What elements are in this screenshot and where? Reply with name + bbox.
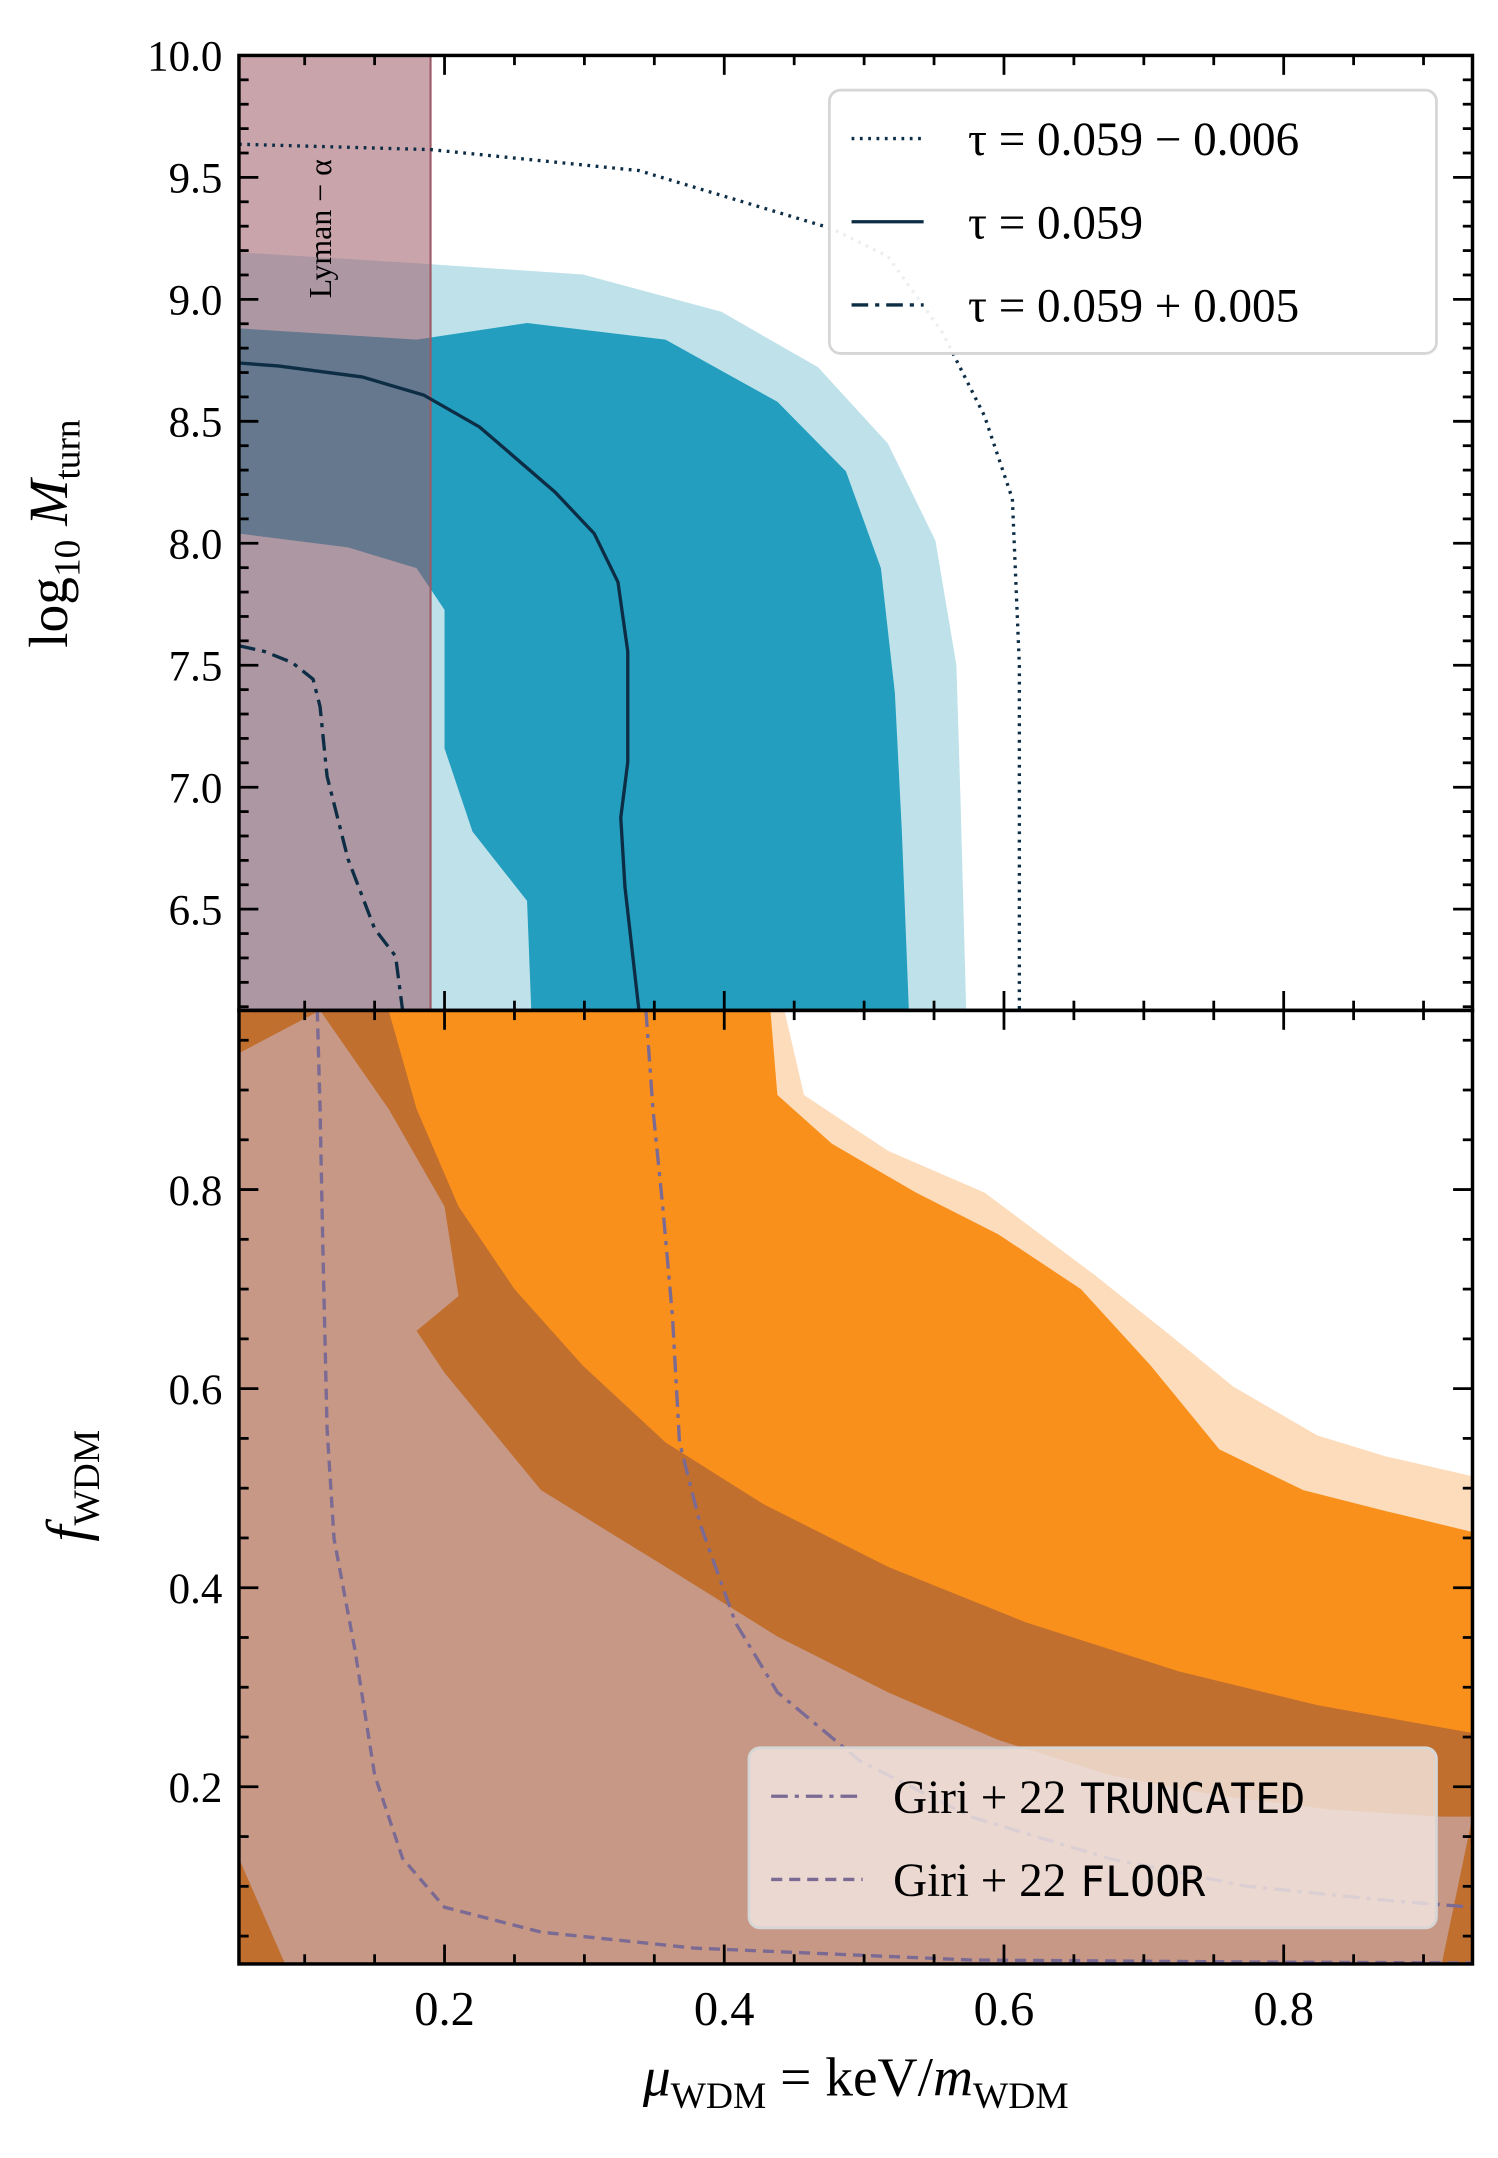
label-part: WDM xyxy=(973,2076,1069,2117)
contour-line xyxy=(238,361,641,1011)
y-tick-label: 6.5 xyxy=(169,887,223,934)
y-axis-label: fWDM xyxy=(34,1430,107,1542)
bottom-panel xyxy=(238,1010,1473,1964)
contour-region xyxy=(238,1010,1473,1964)
contour-line xyxy=(315,1010,1473,1964)
label-part: M xyxy=(18,477,79,527)
label-part: log xyxy=(18,577,79,648)
legend-label: Giri + 22 TRUNCATED xyxy=(893,1772,1305,1824)
y-tick-label: 0.6 xyxy=(169,1367,223,1414)
y-tick-label: 8.0 xyxy=(169,522,223,569)
band-label: Lyman − α xyxy=(303,159,338,298)
label-part: turn xyxy=(48,419,89,480)
y-axis-label: log10 Mturn xyxy=(18,419,88,648)
y-tick-label: 9.0 xyxy=(169,278,223,325)
legend: τ = 0.059 − 0.006 τ = 0.059 τ = 0.059 + 0.… xyxy=(828,88,1438,355)
label-part: μ xyxy=(642,2047,671,2108)
y-tick-label: 10.0 xyxy=(147,34,222,81)
contour-line xyxy=(644,1010,1473,1909)
legend-label: τ = 0.059 xyxy=(968,197,1143,249)
legend-name: τ = 0.059 − 0.006 xyxy=(968,114,1299,166)
legend-label: Giri + 22 FLOOR xyxy=(893,1855,1206,1907)
legend-tag: FLOOR xyxy=(1080,1857,1206,1906)
y-tick-label: 7.5 xyxy=(169,643,223,690)
exclusion-band xyxy=(238,55,431,1011)
label-part: WDM xyxy=(67,1430,108,1526)
legend: Giri + 22 TRUNCATED Giri + 22 FLOOR xyxy=(747,1746,1438,1930)
legend-name: Giri + 22 xyxy=(893,1855,1066,1907)
contour-line xyxy=(238,644,405,1011)
label-part: WDM xyxy=(671,2076,767,2117)
x-axis-label: μWDM = keV/mWDM xyxy=(642,2047,1069,2117)
x-tick-label: 0.6 xyxy=(974,1983,1035,2036)
legend-tag: TRUNCATED xyxy=(1080,1774,1305,1823)
axes-frame xyxy=(237,1008,1475,1966)
legend-box xyxy=(747,1746,1438,1930)
y-tick-label: 9.5 xyxy=(169,156,223,203)
legend-label: τ = 0.059 − 0.006 xyxy=(968,114,1299,166)
axes: Lyman − α 10.0 9.5 9.0 8.5 8.0 7.5 7.0 6.5 τ = 0.… xyxy=(147,34,1475,2036)
x-tick-label: 0.8 xyxy=(1253,1983,1314,2036)
y-tick-label: 0.4 xyxy=(169,1566,223,1613)
x-tick-label: 0.4 xyxy=(694,1983,755,2036)
label-part: 10 xyxy=(48,540,89,577)
y-tick-label: 8.5 xyxy=(169,400,223,447)
legend-name: Giri + 22 xyxy=(893,1772,1066,1824)
legend-name: τ = 0.059 xyxy=(968,197,1143,249)
label-part: = keV/ xyxy=(780,2047,933,2108)
label-part: m xyxy=(933,2047,973,2108)
legend-name: τ = 0.059 + 0.005 xyxy=(968,281,1299,333)
legend-label: τ = 0.059 + 0.005 xyxy=(968,281,1299,333)
y-tick-label: 7.0 xyxy=(169,765,223,812)
y-tick-label: 0.8 xyxy=(169,1168,223,1215)
legend-box xyxy=(828,88,1438,355)
top-panel xyxy=(238,55,1022,1011)
x-tick-label: 0.2 xyxy=(414,1983,475,2036)
y-tick-label: 0.2 xyxy=(169,1765,223,1812)
